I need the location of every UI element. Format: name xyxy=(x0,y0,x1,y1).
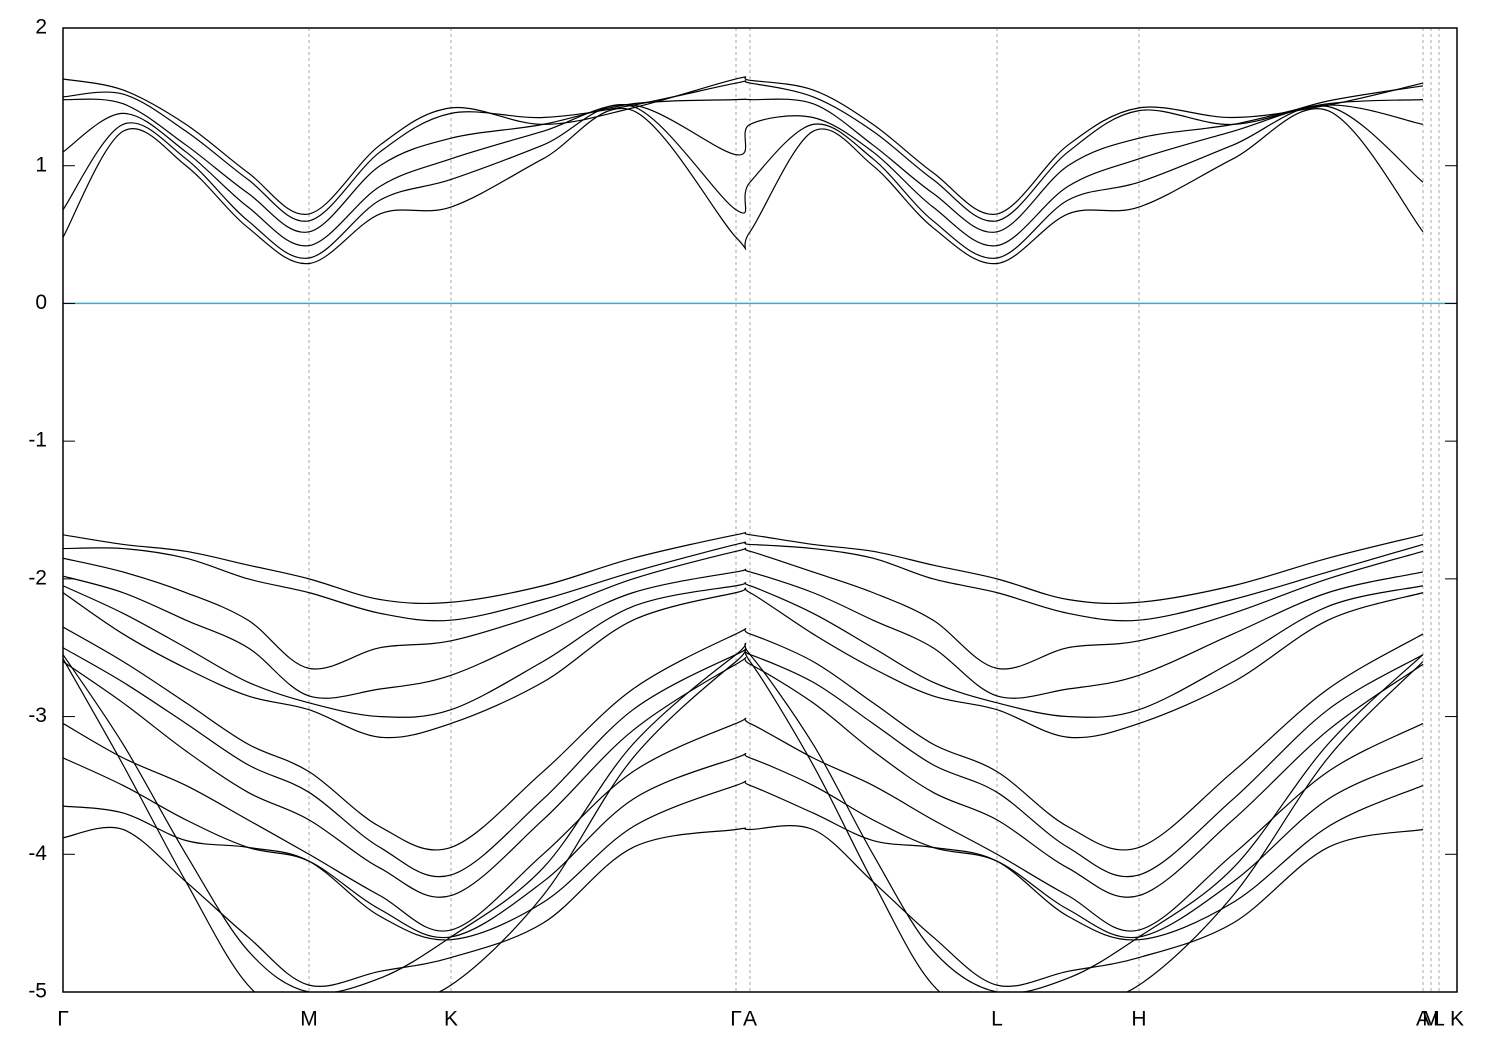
x-tick-label: L xyxy=(1433,1008,1445,1031)
band-line xyxy=(63,532,1424,605)
band-line xyxy=(63,717,1424,932)
band-line xyxy=(63,647,1424,878)
plot-frame xyxy=(62,27,1458,993)
band-line xyxy=(63,541,1424,622)
band-line xyxy=(63,107,1424,265)
x-tick-label: K xyxy=(1450,1008,1464,1031)
x-tick-label: M xyxy=(300,1008,318,1031)
band-line xyxy=(63,648,1424,992)
x-tick-label: K xyxy=(444,1008,458,1031)
x-tick-label: A xyxy=(743,1008,757,1031)
x-tick-label: M xyxy=(1422,1008,1440,1031)
bands xyxy=(63,76,1424,992)
grid xyxy=(62,28,1458,992)
band-line xyxy=(63,780,1424,941)
x-tick-label: L xyxy=(991,1008,1003,1031)
band-line xyxy=(63,98,1424,233)
y-tick-label: -3 xyxy=(28,704,47,727)
x-tick-label: Γ xyxy=(730,1008,742,1031)
band-line xyxy=(63,825,1424,987)
band-line xyxy=(63,76,1424,215)
y-tick-label: -2 xyxy=(28,566,47,589)
band-line xyxy=(63,752,1424,939)
band-line xyxy=(63,80,1424,222)
y-tick-label: 1 xyxy=(35,153,47,176)
band-line xyxy=(63,587,1424,739)
band-line xyxy=(63,104,1424,247)
band-line xyxy=(63,582,1424,718)
band-line xyxy=(63,626,1424,851)
x-tick-label: H xyxy=(1131,1008,1146,1031)
band-line xyxy=(63,657,1424,898)
band-line xyxy=(63,547,1424,670)
band-line xyxy=(63,568,1424,699)
y-tick-label: -1 xyxy=(28,429,47,452)
x-tick-label: A xyxy=(1416,1008,1430,1031)
x-tick-label: Γ xyxy=(57,1008,69,1031)
y-tick-label: 0 xyxy=(35,291,47,314)
y-tick-label: -4 xyxy=(28,842,47,865)
y-tick-label: 2 xyxy=(35,16,47,39)
band-line xyxy=(63,104,1424,259)
band-line xyxy=(63,642,1424,992)
y-tick-label: -5 xyxy=(28,980,47,1003)
